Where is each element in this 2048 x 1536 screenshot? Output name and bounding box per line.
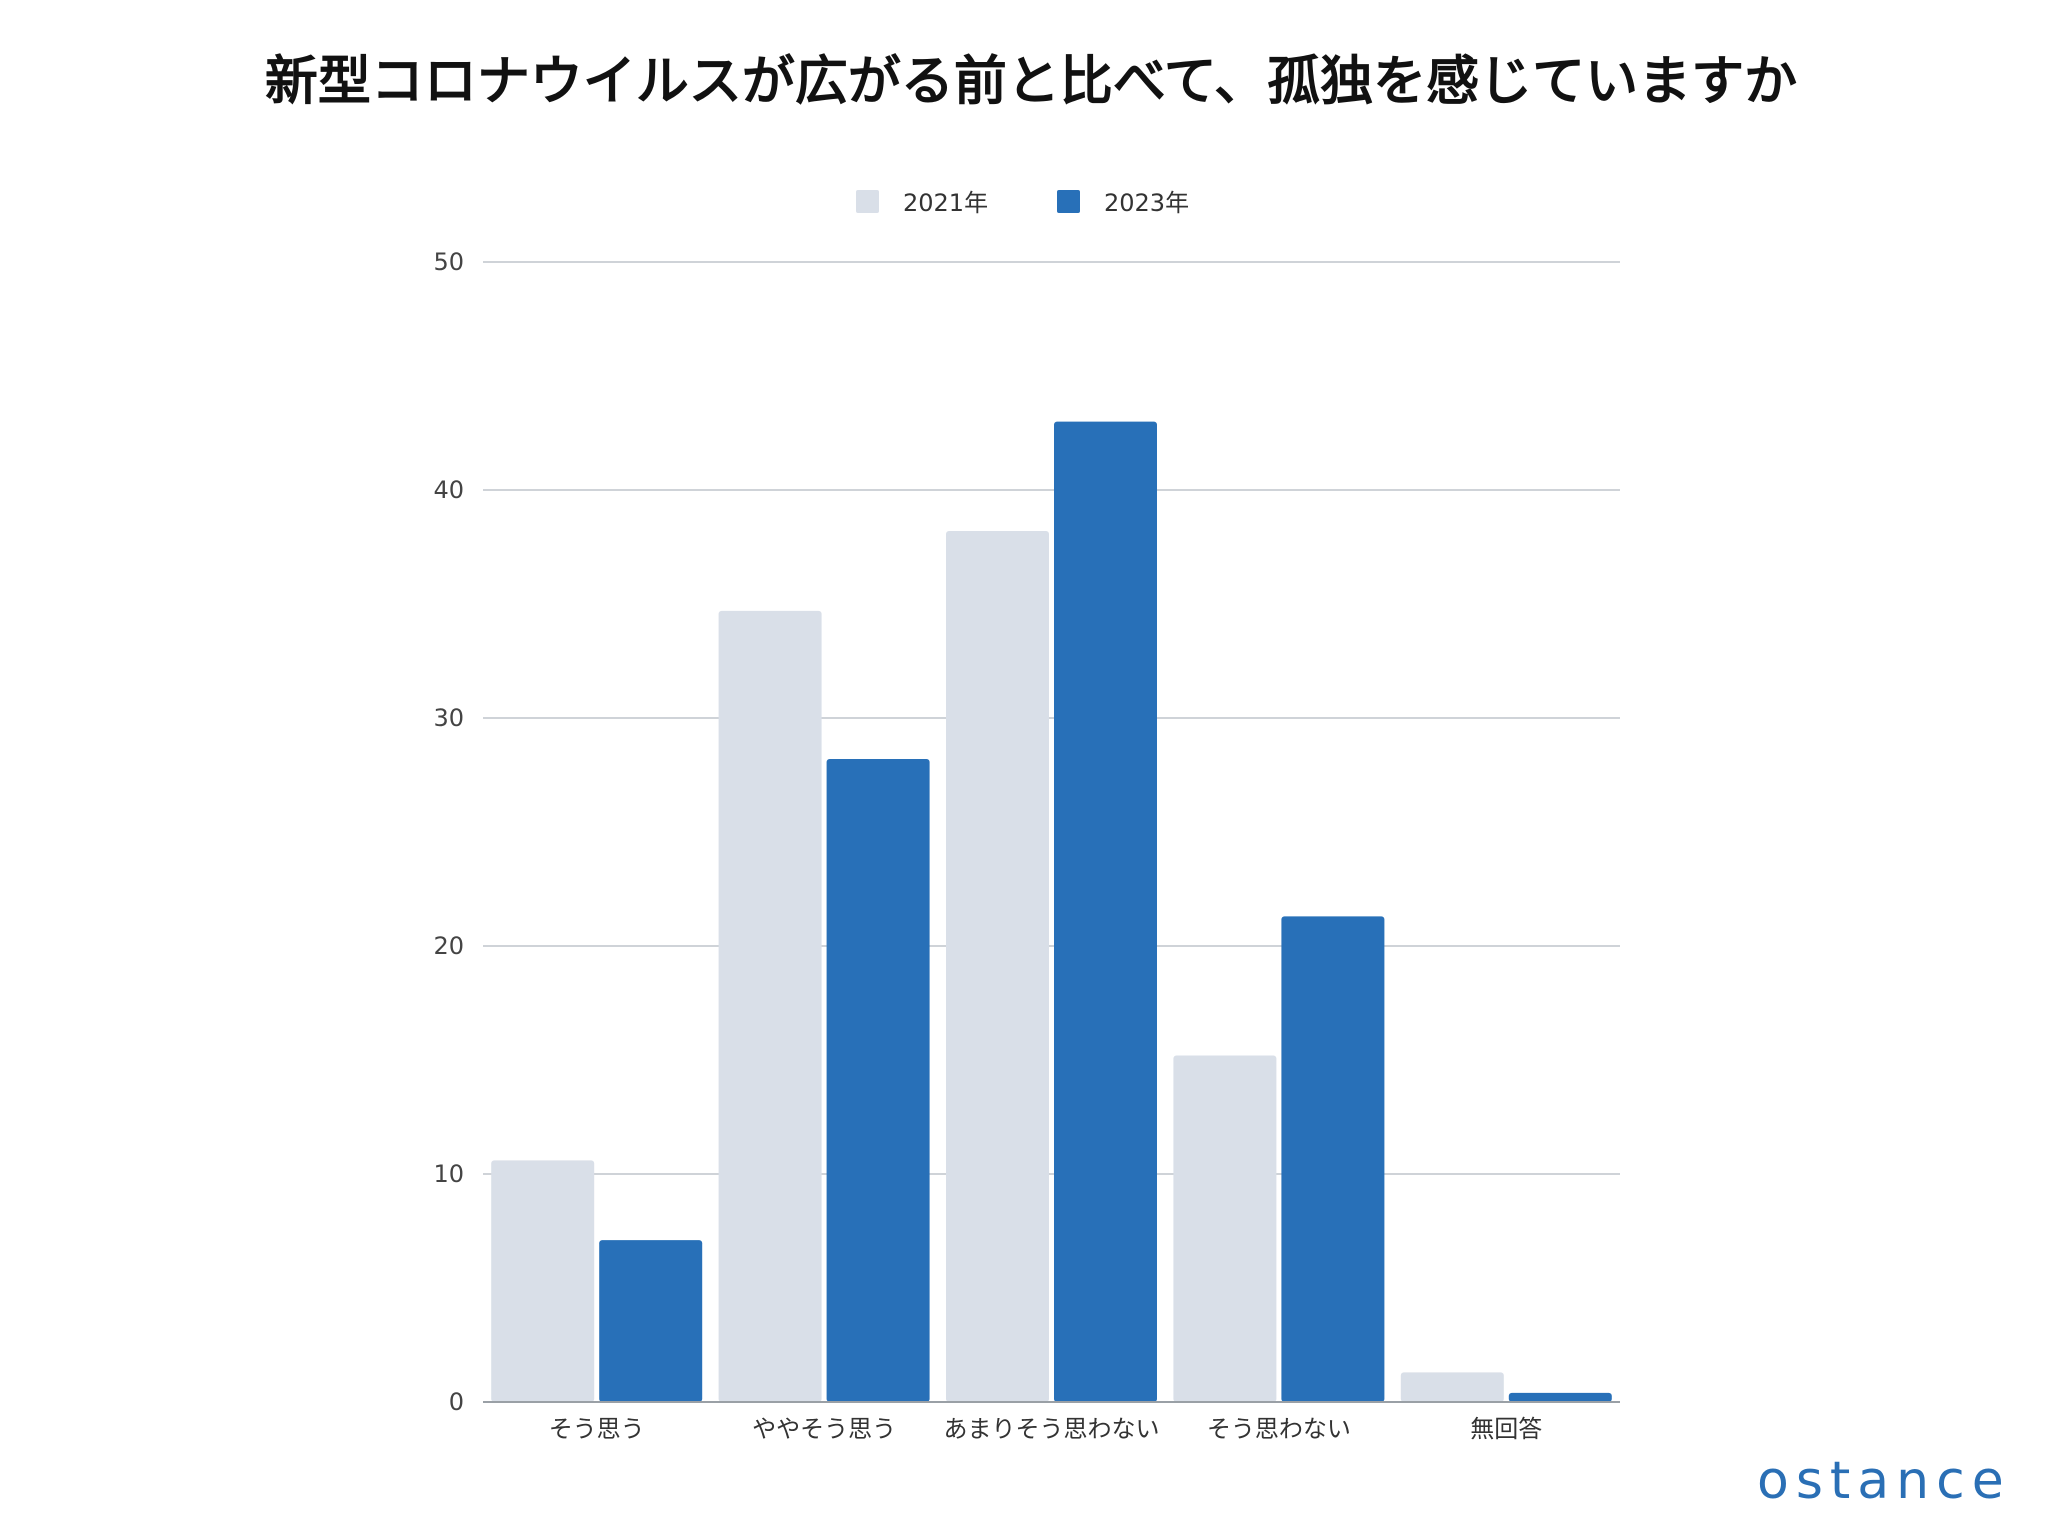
x-tick-label: そう思う <box>549 1415 645 1443</box>
bar-2023-cat-2 <box>1054 421 1157 1403</box>
legend-label: 2021年 <box>903 189 988 217</box>
x-tick-label: 無回答 <box>1470 1415 1542 1443</box>
legend-swatch <box>1057 190 1080 213</box>
chart-title: 新型コロナウイルスが広がる前と比べて、孤独を感じていますか <box>265 51 1797 112</box>
x-axis-labels: そう思う ややそう思う あまりそう思わない そう思わない 無回答 <box>549 1415 1543 1443</box>
y-tick-label: 20 <box>433 932 464 960</box>
bar-2021-cat-4 <box>1400 1372 1504 1402</box>
bars <box>491 421 1612 1403</box>
y-tick-label: 40 <box>433 476 464 504</box>
legend-swatch <box>856 190 879 213</box>
bar-2023-cat-3 <box>1281 916 1385 1402</box>
legend-label: 2023年 <box>1104 189 1189 217</box>
y-axis-ticks: 0 10 20 30 40 50 <box>433 248 464 1416</box>
x-tick-label: ややそう思う <box>752 1415 896 1443</box>
y-tick-label: 0 <box>449 1388 464 1416</box>
bar-2023-cat-0 <box>599 1240 703 1402</box>
x-tick-label: そう思わない <box>1207 1415 1351 1443</box>
x-tick-label: あまりそう思わない <box>944 1415 1160 1443</box>
legend: 2021年 2023年 <box>856 189 1189 217</box>
bar-2023-cat-1 <box>826 759 930 1402</box>
y-tick-label: 10 <box>433 1160 464 1188</box>
bar-2021-cat-3 <box>1173 1055 1277 1402</box>
bar-2023-cat-4 <box>1508 1392 1612 1402</box>
bar-2021-cat-1 <box>718 610 822 1402</box>
brand-logo: ostance <box>1757 1451 2011 1511</box>
y-tick-label: 30 <box>433 704 464 732</box>
bar-2021-cat-2 <box>946 531 1049 1402</box>
bar-2021-cat-0 <box>491 1160 595 1402</box>
y-tick-label: 50 <box>433 248 464 276</box>
gridlines <box>483 261 1620 1175</box>
